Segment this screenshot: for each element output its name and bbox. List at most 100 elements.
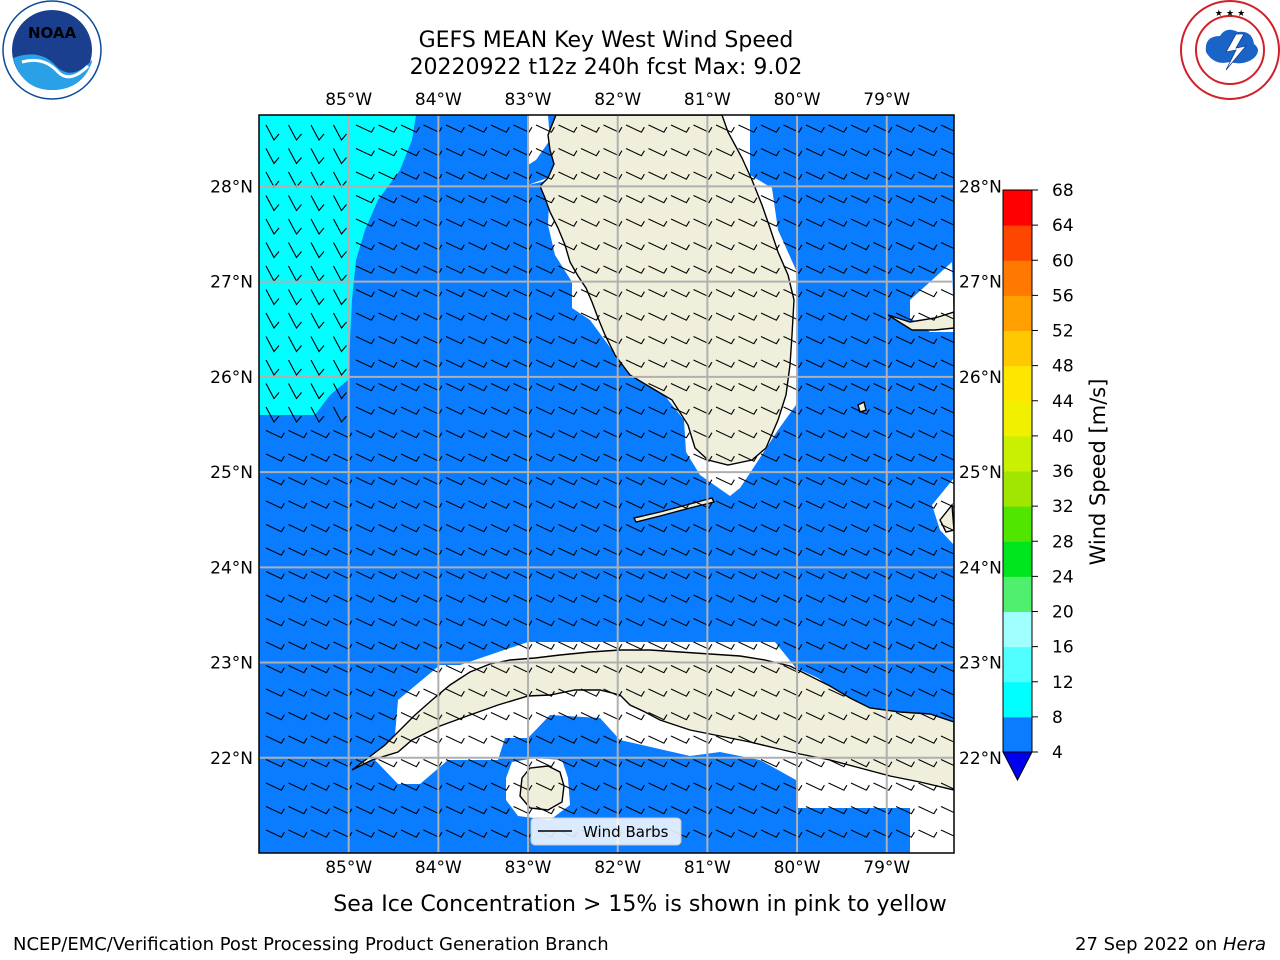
wind-barb [940, 359, 954, 367]
wind-barb [558, 524, 578, 533]
wind-barb [558, 430, 578, 439]
wind-barb [265, 124, 280, 141]
wind-barb [895, 571, 915, 580]
wind-barb [445, 406, 465, 415]
wind-barb [648, 665, 668, 674]
wind-barb [625, 195, 645, 204]
wind-barb [535, 688, 555, 697]
wind-barb [468, 242, 488, 251]
wind-barb [693, 759, 713, 768]
wind-barb [288, 477, 308, 486]
wind-barb [333, 336, 347, 353]
wind-barb [693, 430, 713, 439]
wind-barb [738, 500, 758, 509]
wind-barb [558, 218, 578, 227]
wind-barb [850, 383, 870, 392]
wind-barb [715, 383, 735, 392]
wind-barb [625, 665, 645, 674]
wind-barb [378, 571, 398, 580]
wind-barb [288, 124, 302, 141]
wind-barb [648, 500, 668, 509]
wind-barb [850, 477, 870, 486]
wind-barb [580, 735, 600, 744]
wind-barb [468, 289, 488, 298]
wind-barb [535, 500, 555, 509]
colorbar-tick-label: 64 [1052, 216, 1074, 236]
wind-barb [873, 383, 893, 392]
wind-barb [850, 453, 870, 462]
wind-barb [783, 453, 803, 462]
wind-barb [850, 406, 870, 415]
wind-barb [558, 312, 578, 321]
wind-barb [828, 688, 848, 697]
wind-barb [265, 312, 280, 329]
colorbar-tick-label: 56 [1052, 286, 1074, 306]
wind-barb [895, 218, 915, 227]
wind-barb [715, 547, 735, 556]
wind-barb [310, 782, 330, 791]
wind-barb [580, 289, 600, 298]
wind-barb [670, 594, 690, 603]
wind-barb [625, 688, 645, 697]
wind-barb [828, 195, 848, 204]
wind-barb [670, 336, 690, 345]
wind-barb [873, 806, 893, 815]
wind-barb [265, 829, 285, 838]
wind-barb [445, 759, 465, 768]
wind-barb [918, 829, 938, 838]
wind-barb [580, 336, 600, 345]
wind-barb [693, 289, 713, 298]
wind-barb [940, 571, 954, 579]
wind-barb [805, 171, 825, 180]
wind-barb [558, 665, 578, 674]
wind-barb [828, 383, 848, 392]
wind-barb [783, 641, 803, 650]
wind-barb [783, 665, 803, 674]
island-fragment [857, 400, 867, 413]
wind-barb [400, 336, 420, 345]
wind-barb [400, 383, 420, 392]
wind-barb [333, 289, 347, 306]
wind-barb [895, 406, 915, 415]
wind-barb [378, 359, 398, 368]
wind-barb [783, 829, 803, 838]
wind-barb [625, 782, 645, 791]
wind-barb [355, 641, 375, 650]
wind-barb [940, 312, 954, 320]
wind-barb [895, 336, 915, 345]
wind-barb [625, 641, 645, 650]
wind-barb [918, 618, 938, 627]
wind-barb [468, 453, 488, 462]
wind-barb [558, 641, 578, 650]
wind-barb [535, 524, 555, 533]
wind-barb [783, 124, 803, 133]
wind-barb [468, 383, 488, 392]
wind-barb [715, 242, 735, 251]
wind-barb [918, 289, 938, 298]
wind-barb [805, 759, 825, 768]
wind-barb [760, 500, 780, 509]
wind-barb [490, 430, 510, 439]
wind-barb [648, 124, 668, 133]
wind-barb [468, 148, 488, 157]
wind-barb [378, 712, 398, 721]
wind-barb [400, 195, 420, 204]
wind-barb [468, 571, 488, 580]
wind-barb [805, 571, 825, 580]
wind-barb [940, 524, 954, 532]
wind-barb [400, 618, 420, 627]
wind-barb [468, 665, 488, 674]
wind-barb [850, 524, 870, 533]
wind-barb [648, 242, 668, 251]
wind-barb [288, 406, 302, 423]
wind-barb [895, 477, 915, 486]
wind-barb [760, 571, 780, 580]
wind-barb [715, 641, 735, 650]
wind-barb [760, 218, 780, 227]
wind-barb [670, 641, 690, 650]
wind-barb [580, 547, 600, 556]
wind-barb [715, 500, 735, 509]
sea-ice-note: Sea Ice Concentration > 15% is shown in … [333, 892, 947, 917]
wind-barb [490, 688, 510, 697]
wind-barb [940, 735, 954, 743]
